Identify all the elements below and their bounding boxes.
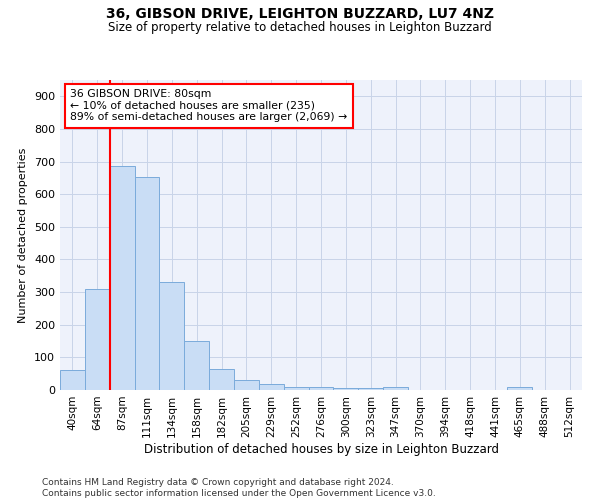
Bar — [508, 388, 532, 390]
Bar — [60, 370, 85, 390]
Bar — [234, 380, 259, 390]
Bar — [358, 388, 383, 390]
Bar — [134, 177, 160, 390]
Text: 36, GIBSON DRIVE, LEIGHTON BUZZARD, LU7 4NZ: 36, GIBSON DRIVE, LEIGHTON BUZZARD, LU7 … — [106, 8, 494, 22]
Bar — [85, 289, 110, 390]
Bar — [334, 388, 358, 390]
Text: Distribution of detached houses by size in Leighton Buzzard: Distribution of detached houses by size … — [143, 442, 499, 456]
Bar — [383, 388, 408, 390]
Text: Size of property relative to detached houses in Leighton Buzzard: Size of property relative to detached ho… — [108, 21, 492, 34]
Bar — [209, 369, 234, 390]
Bar — [184, 341, 209, 390]
Text: 36 GIBSON DRIVE: 80sqm
← 10% of detached houses are smaller (235)
89% of semi-de: 36 GIBSON DRIVE: 80sqm ← 10% of detached… — [70, 90, 347, 122]
Text: Contains HM Land Registry data © Crown copyright and database right 2024.
Contai: Contains HM Land Registry data © Crown c… — [42, 478, 436, 498]
Bar — [160, 282, 184, 390]
Bar — [110, 166, 134, 390]
Bar — [308, 388, 334, 390]
Y-axis label: Number of detached properties: Number of detached properties — [19, 148, 28, 322]
Bar — [284, 386, 308, 390]
Bar — [259, 384, 284, 390]
